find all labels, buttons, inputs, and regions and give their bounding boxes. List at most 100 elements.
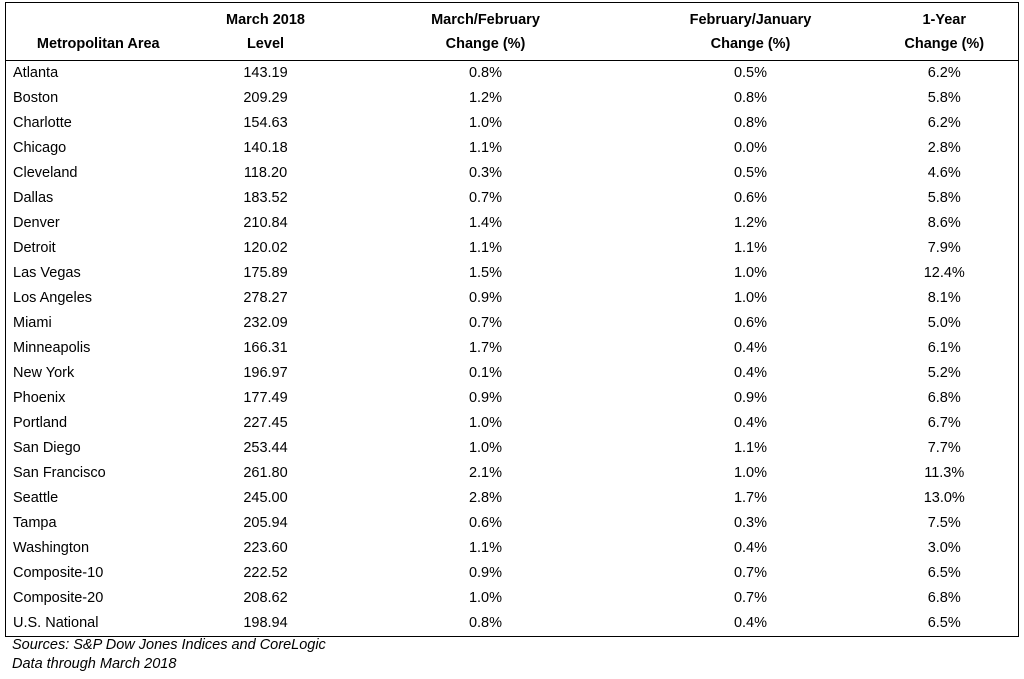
cell: 183.52	[243, 190, 288, 206]
cell: 120.02	[243, 240, 288, 256]
header-line: Change (%)	[904, 36, 985, 52]
cell: 140.18	[243, 140, 288, 156]
header-line: Change (%)	[710, 36, 791, 52]
cell: 227.45	[243, 415, 288, 431]
cell: 205.94	[243, 515, 288, 531]
area-name: Composite-20	[13, 590, 104, 606]
cell: 208.62	[243, 590, 288, 606]
table-row: Denver 210.84 1.4% 1.2% 8.6%	[6, 211, 1019, 236]
area-name: Miami	[13, 315, 52, 331]
table-row: Dallas 183.52 0.7% 0.6% 5.8%	[6, 186, 1019, 211]
header-line: 1-Year	[922, 12, 967, 28]
cell: 0.7%	[468, 190, 503, 206]
cell: 253.44	[243, 440, 288, 456]
cell: 11.3%	[924, 465, 965, 481]
table-row: Portland 227.45 1.0% 0.4% 6.7%	[6, 411, 1019, 436]
cell: 0.6%	[733, 190, 768, 206]
header-line: February/January	[689, 12, 812, 28]
cell: 2.8%	[927, 140, 961, 156]
cell: 175.89	[243, 265, 288, 281]
table-row: U.S. National 198.94 0.8% 0.4% 6.5%	[6, 611, 1019, 637]
column-header: Metropolitan Area	[5, 2, 191, 61]
cell: 196.97	[243, 365, 288, 381]
table-row: New York 196.97 0.1% 0.4% 5.2%	[6, 361, 1019, 386]
column-header: March 2018 Level	[190, 2, 341, 61]
cell: 0.8%	[733, 115, 768, 131]
cell: 8.6%	[927, 215, 961, 231]
cell: 0.9%	[468, 290, 503, 306]
table-row: Atlanta 143.19 0.8% 0.5% 6.2%	[6, 61, 1019, 87]
cell: 209.29	[243, 90, 288, 106]
table-body: Atlanta 143.19 0.8% 0.5% 6.2% Boston 209.29 1.2…	[6, 61, 1019, 637]
area-name: Dallas	[13, 190, 54, 206]
cell: 0.8%	[468, 65, 503, 81]
cell: 5.0%	[927, 315, 961, 331]
cell: 5.2%	[927, 365, 961, 381]
cell: 278.27	[243, 290, 288, 306]
table-row: Detroit 120.02 1.1% 1.1% 7.9%	[6, 236, 1019, 261]
cell: 0.9%	[468, 390, 503, 406]
cell: 0.4%	[733, 615, 768, 631]
cell: 166.31	[243, 340, 288, 356]
cell: 0.9%	[733, 390, 768, 406]
table-row: San Francisco 261.80 2.1% 1.0% 11.3%	[6, 461, 1019, 486]
cell: 0.5%	[733, 165, 768, 181]
table-row: Minneapolis 166.31 1.7% 0.4% 6.1%	[6, 336, 1019, 361]
table-row: Seattle 245.00 2.8% 1.7% 13.0%	[6, 486, 1019, 511]
area-name: Composite-10	[13, 565, 104, 581]
cell: 1.0%	[733, 465, 768, 481]
column-header: February/January Change (%)	[630, 2, 871, 61]
cell: 1.1%	[733, 240, 768, 256]
column-header: 1-Year Change (%)	[870, 2, 1019, 61]
column-header: March/February Change (%)	[340, 2, 631, 61]
table-row: Chicago 140.18 1.1% 0.0% 2.8%	[6, 136, 1019, 161]
cell: 12.4%	[923, 265, 965, 281]
cell: 1.1%	[468, 140, 503, 156]
cell: 0.7%	[733, 590, 768, 606]
cell: 143.19	[243, 65, 288, 81]
table-row: Miami 232.09 0.7% 0.6% 5.0%	[6, 311, 1019, 336]
area-name: Minneapolis	[13, 340, 91, 356]
cell: 1.7%	[733, 490, 768, 506]
cell: 222.52	[243, 565, 288, 581]
cell: 5.8%	[927, 190, 961, 206]
cell: 6.8%	[927, 390, 961, 406]
cell: 0.8%	[733, 90, 768, 106]
header-line: Level	[246, 36, 285, 52]
cell: 6.5%	[927, 565, 961, 581]
header-line: March/February	[431, 12, 540, 28]
cell: 1.1%	[733, 440, 768, 456]
cell: 2.1%	[468, 465, 503, 481]
cell: 198.94	[243, 615, 288, 631]
cell: 13.0%	[923, 490, 965, 506]
cell: 1.4%	[468, 215, 503, 231]
cell: 0.4%	[733, 540, 768, 556]
cell: 0.3%	[733, 515, 768, 531]
header-line: Metropolitan Area	[36, 36, 160, 52]
area-name: Seattle	[13, 490, 59, 506]
area-name: San Diego	[13, 440, 81, 456]
table-row: Phoenix 177.49 0.9% 0.9% 6.8%	[6, 386, 1019, 411]
cell: 1.0%	[733, 265, 768, 281]
area-name: U.S. National	[13, 615, 99, 631]
table-row: Boston 209.29 1.2% 0.8% 5.8%	[6, 86, 1019, 111]
cell: 7.9%	[927, 240, 961, 256]
cell: 6.5%	[927, 615, 961, 631]
cell: 1.7%	[468, 340, 503, 356]
area-name: Charlotte	[13, 115, 72, 131]
data-table: Metropolitan Area March 2018 Level March/Fe…	[5, 2, 1019, 637]
cell: 154.63	[243, 115, 288, 131]
table-row: Charlotte 154.63 1.0% 0.8% 6.2%	[6, 111, 1019, 136]
cell: 7.7%	[927, 440, 961, 456]
cell: 223.60	[243, 540, 288, 556]
cell: 0.4%	[733, 415, 768, 431]
cell: 1.0%	[468, 415, 503, 431]
cell: 0.6%	[468, 515, 503, 531]
cell: 177.49	[243, 390, 288, 406]
cell: 3.0%	[927, 540, 961, 556]
cell: 1.0%	[468, 440, 503, 456]
cell: 2.8%	[468, 490, 503, 506]
cell: 0.1%	[468, 365, 503, 381]
table-row: Las Vegas 175.89 1.5% 1.0% 12.4%	[6, 261, 1019, 286]
cell: 1.1%	[468, 540, 503, 556]
